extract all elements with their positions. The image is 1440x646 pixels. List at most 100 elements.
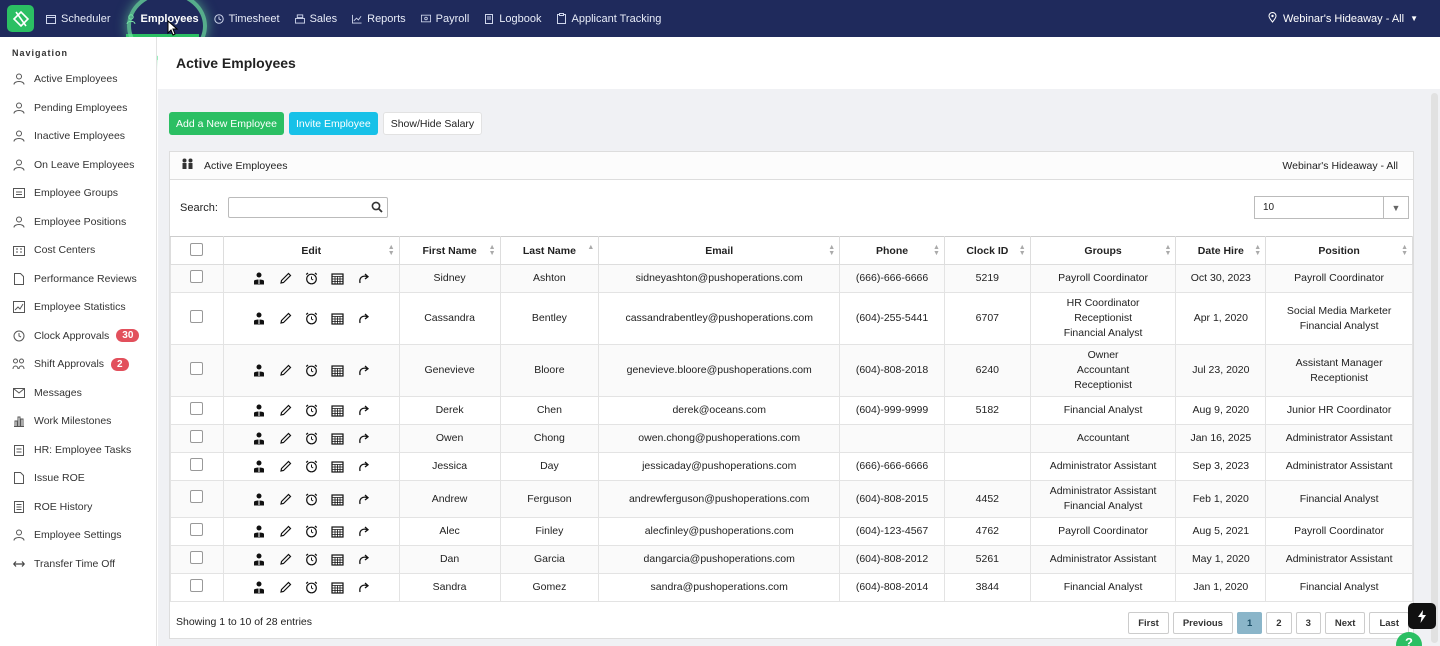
calendar-grid-icon[interactable]: [329, 431, 345, 447]
select-all-checkbox[interactable]: [190, 242, 204, 256]
pager-1-button[interactable]: 1: [1236, 612, 1263, 634]
alarm-clock-icon[interactable]: [303, 271, 319, 287]
nav-scheduler[interactable]: Scheduler: [46, 0, 111, 37]
column-header-edit[interactable]: Edit ▲ ▼: [222, 236, 400, 265]
redo-arrow-icon[interactable]: [355, 459, 371, 475]
nav-timesheet[interactable]: Timesheet: [213, 0, 280, 37]
user-detail-icon[interactable]: [251, 431, 267, 447]
user-detail-icon[interactable]: [251, 459, 267, 475]
calendar-grid-icon[interactable]: [329, 552, 345, 568]
pencil-icon[interactable]: [277, 459, 293, 475]
search-icon[interactable]: [371, 201, 383, 216]
row-checkbox[interactable]: [190, 401, 204, 415]
add-employee-button[interactable]: Add a New Employee: [169, 112, 284, 135]
page-size-select[interactable]: 10 ▼: [1254, 196, 1409, 219]
row-checkbox[interactable]: [190, 309, 204, 323]
pencil-icon[interactable]: [277, 524, 293, 540]
column-header-date-hire[interactable]: Date Hire ▲ ▼: [1175, 236, 1267, 265]
calendar-grid-icon[interactable]: [329, 580, 345, 596]
sidebar-item-transfer-time-off[interactable]: Transfer Time Off: [0, 550, 156, 579]
redo-arrow-icon[interactable]: [355, 311, 371, 327]
column-header-position[interactable]: Position ▲ ▼: [1265, 236, 1413, 265]
alarm-clock-icon[interactable]: [303, 580, 319, 596]
pager-2-button[interactable]: 2: [1266, 612, 1292, 634]
sidebar-item-active-employees[interactable]: Active Employees: [0, 65, 156, 94]
table-row[interactable]: Andrew Ferguson andrewferguson@pushoperati…: [170, 480, 1413, 518]
table-row[interactable]: Derek Chen derek@oceans.com (604)-999-9999 5…: [170, 396, 1413, 425]
column-header-email[interactable]: Email ▲ ▼: [598, 236, 841, 265]
column-header-last-name[interactable]: Last Name ▲: [499, 236, 600, 265]
redo-arrow-icon[interactable]: [355, 403, 371, 419]
row-checkbox[interactable]: [190, 429, 204, 443]
alarm-clock-icon[interactable]: [303, 524, 319, 540]
pager-previous-button[interactable]: Previous: [1172, 612, 1233, 634]
pencil-icon[interactable]: [277, 363, 293, 379]
user-detail-icon[interactable]: [251, 311, 267, 327]
sidebar-item-on-leave-employees[interactable]: On Leave Employees: [0, 151, 156, 180]
alarm-clock-icon[interactable]: [303, 403, 319, 419]
column-header-phone[interactable]: Phone ▲ ▼: [839, 236, 945, 265]
sidebar-item-employee-groups[interactable]: Employee Groups: [0, 179, 156, 208]
sidebar-item-employee-positions[interactable]: Employee Positions: [0, 208, 156, 237]
column-header-groups[interactable]: Groups ▲ ▼: [1029, 236, 1177, 265]
calendar-grid-icon[interactable]: [329, 311, 345, 327]
table-row[interactable]: Sidney Ashton sidneyashton@pushoperations.…: [170, 264, 1413, 293]
calendar-grid-icon[interactable]: [329, 491, 345, 507]
user-detail-icon[interactable]: [251, 491, 267, 507]
pager-next-button[interactable]: Next: [1324, 612, 1366, 634]
table-row[interactable]: Genevieve Bloore genevieve.bloore@pushoper…: [170, 344, 1413, 397]
table-row[interactable]: Dan Garcia dangarcia@pushoperations.com (60…: [170, 545, 1413, 574]
pencil-icon[interactable]: [277, 580, 293, 596]
redo-arrow-icon[interactable]: [355, 552, 371, 568]
calendar-grid-icon[interactable]: [329, 363, 345, 379]
column-header-clock-id[interactable]: Clock ID ▲ ▼: [943, 236, 1031, 265]
help-button[interactable]: ?: [1396, 632, 1422, 646]
pencil-icon[interactable]: [277, 491, 293, 507]
redo-arrow-icon[interactable]: [355, 431, 371, 447]
nav-employees[interactable]: Employees: [125, 0, 199, 37]
redo-arrow-icon[interactable]: [355, 491, 371, 507]
sidebar-item-clock-approvals[interactable]: Clock Approvals 30: [0, 322, 156, 351]
sidebar-item-inactive-employees[interactable]: Inactive Employees: [0, 122, 156, 151]
pencil-icon[interactable]: [277, 552, 293, 568]
row-checkbox[interactable]: [190, 550, 204, 564]
user-detail-icon[interactable]: [251, 580, 267, 596]
table-row[interactable]: Sandra Gomez sandra@pushoperations.com (604…: [170, 573, 1413, 602]
sidebar-item-performance-reviews[interactable]: Performance Reviews: [0, 265, 156, 294]
nav-logbook[interactable]: Logbook: [484, 0, 542, 37]
row-checkbox[interactable]: [190, 457, 204, 471]
pencil-icon[interactable]: [277, 403, 293, 419]
table-row[interactable]: Owen Chong owen.chong@pushoperations.com Ac…: [170, 424, 1413, 453]
sidebar-item-issue-roe[interactable]: Issue ROE: [0, 464, 156, 493]
sidebar-item-hr-employee-tasks[interactable]: HR: Employee Tasks: [0, 436, 156, 465]
location-selector[interactable]: Webinar's Hideaway - All ▼: [1268, 0, 1418, 37]
table-row[interactable]: Alec Finley alecfinley@pushoperations.com(…: [170, 517, 1413, 546]
sidebar-item-cost-centers[interactable]: Cost Centers: [0, 236, 156, 265]
scrollbar[interactable]: [1431, 93, 1438, 643]
pager-last-button[interactable]: Last: [1369, 612, 1409, 634]
calendar-grid-icon[interactable]: [329, 271, 345, 287]
alarm-clock-icon[interactable]: [303, 311, 319, 327]
sidebar-item-roe-history[interactable]: ROE History: [0, 493, 156, 522]
sidebar-item-pending-employees[interactable]: Pending Employees: [0, 94, 156, 123]
nav-sales[interactable]: Sales: [294, 0, 337, 37]
toggle-salary-button[interactable]: Show/Hide Salary: [382, 112, 483, 135]
sidebar-item-employee-settings[interactable]: Employee Settings: [0, 521, 156, 550]
nav-applicant-tracking[interactable]: Applicant Tracking: [557, 0, 661, 37]
alarm-clock-icon[interactable]: [303, 431, 319, 447]
user-detail-icon[interactable]: [251, 552, 267, 568]
sidebar-item-messages[interactable]: Messages: [0, 379, 156, 408]
redo-arrow-icon[interactable]: [355, 524, 371, 540]
row-checkbox[interactable]: [190, 269, 204, 283]
calendar-grid-icon[interactable]: [329, 403, 345, 419]
redo-arrow-icon[interactable]: [355, 363, 371, 379]
user-detail-icon[interactable]: [251, 363, 267, 379]
row-checkbox[interactable]: [190, 522, 204, 536]
row-checkbox[interactable]: [190, 578, 204, 592]
alarm-clock-icon[interactable]: [303, 459, 319, 475]
user-detail-icon[interactable]: [251, 403, 267, 419]
nav-reports[interactable]: Reports: [352, 0, 406, 37]
table-row[interactable]: Cassandra Bentley cassandrabentley@pushope…: [170, 292, 1413, 345]
calendar-grid-icon[interactable]: [329, 459, 345, 475]
calendar-grid-icon[interactable]: [329, 524, 345, 540]
